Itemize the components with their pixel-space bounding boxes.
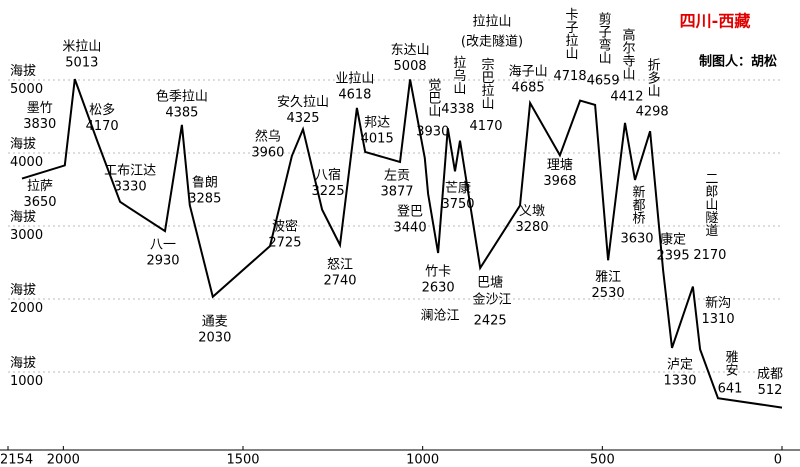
point-name: 通麦: [202, 314, 228, 329]
value-label: 2930: [146, 254, 179, 269]
value-label: 4618: [338, 87, 371, 102]
point-name: 安久拉山: [277, 95, 329, 110]
value-label: 4385: [165, 105, 198, 120]
value-label: 1310: [702, 312, 735, 327]
value-label: 4412: [610, 89, 643, 104]
value-label: 1330: [663, 373, 696, 388]
point-name: 八宿: [315, 167, 341, 183]
value-label: 3968: [543, 174, 576, 189]
point-name: 折多山: [645, 58, 661, 97]
point-name: 拉萨: [27, 179, 53, 194]
point-name: 工布江达: [104, 163, 156, 178]
point-name: 登巴: [397, 204, 423, 219]
value-label: 4170: [86, 119, 119, 134]
point-name: 成都: [757, 367, 783, 382]
value-label: 2170: [693, 248, 726, 263]
x-tick-label: 1500: [226, 453, 259, 467]
annotation: 澜沧江: [420, 308, 459, 324]
value-label: 641: [718, 382, 743, 397]
point-name: 宗巴拉山: [479, 57, 495, 110]
value-label: 3330: [114, 179, 147, 194]
value-label: 4718: [554, 69, 587, 84]
value-label: 3960: [251, 145, 284, 160]
point-name: 东达山: [391, 43, 430, 58]
point-name: 业拉山: [335, 71, 374, 86]
point-name: 雅江: [595, 270, 621, 285]
x-tick-label: 500: [590, 453, 615, 467]
y-tick-label: 海拔 2000: [10, 283, 43, 316]
point-name: 雅安: [723, 350, 739, 376]
point-name: 新都桥: [630, 184, 646, 225]
point-name: 卡子拉山: [563, 8, 579, 60]
value-label: 2030: [198, 330, 231, 345]
point-name: 然乌: [255, 128, 281, 144]
point-name: 理塘: [547, 157, 573, 173]
value-label: 4015: [361, 131, 394, 146]
value-label: 2740: [323, 273, 356, 288]
value-label: 4685: [512, 80, 545, 95]
value-label: 3830: [23, 117, 56, 132]
point-name: 墨竹: [27, 101, 53, 116]
value-label: 2395: [657, 249, 690, 264]
value-label: 3630: [620, 232, 653, 247]
value-label: 4659: [587, 73, 620, 88]
x-tick-label: 2154: [0, 453, 33, 467]
value-label: 3280: [516, 220, 549, 235]
value-label: 3285: [188, 192, 221, 207]
y-tick-label: 海拔 4000: [10, 137, 43, 170]
annotation: 拉拉山: [472, 15, 511, 30]
annotation: (改走隧道): [461, 34, 523, 50]
point-name: 海子山: [509, 64, 548, 79]
point-name: 巴塘: [477, 274, 503, 290]
value-label: 3930: [416, 125, 449, 140]
x-tick-label: 1000: [406, 453, 439, 467]
elevation-line: [21, 78, 783, 409]
value-label: 512: [758, 383, 783, 398]
chart-subtitle: 制图人：胡松: [699, 54, 777, 70]
point-name: 竹卡: [425, 265, 451, 280]
value-label: 3750: [441, 197, 474, 212]
point-name: 义墩: [519, 204, 545, 219]
point-name: 米拉山: [62, 40, 101, 55]
value-label: 2725: [268, 236, 301, 251]
point-name: 邦达: [364, 115, 390, 130]
x-tick-label: 0: [774, 453, 782, 467]
point-name: 觉巴山: [425, 78, 441, 117]
point-name: 泸定: [667, 357, 693, 372]
value-label: 2425: [474, 313, 507, 328]
annotation: 金沙江: [472, 292, 511, 308]
value-label: 3650: [23, 195, 56, 210]
x-tick-label: 2000: [47, 453, 80, 467]
point-name: 八一: [150, 238, 176, 253]
value-label: 3225: [312, 184, 345, 199]
point-name: 新沟: [705, 295, 731, 311]
y-tick-label: 海拔 5000: [10, 64, 43, 97]
point-name: 芒康: [445, 180, 471, 196]
point-name: 鲁朗: [192, 176, 218, 191]
value-label: 5008: [394, 59, 427, 74]
value-label: 4170: [469, 119, 502, 134]
value-label: 4338: [441, 102, 474, 117]
value-label: 4298: [636, 105, 669, 120]
value-label: 3877: [380, 184, 413, 199]
value-label: 4325: [286, 111, 319, 126]
point-name: 松多: [89, 102, 115, 118]
point-name: 拉乌山: [450, 55, 466, 94]
point-name: 波密: [272, 219, 298, 235]
value-label: 3440: [394, 220, 427, 235]
point-name: 二郎山隧道: [702, 172, 718, 237]
value-label: 5013: [65, 56, 98, 71]
y-tick-label: 海拔 1000: [10, 356, 43, 389]
point-name: 高尔寺山: [619, 27, 635, 80]
chart-title: 四川-西藏: [680, 12, 751, 31]
point-name: 怒江: [327, 257, 353, 272]
point-name: 康定: [660, 232, 686, 248]
point-name: 左贡: [384, 168, 410, 183]
point-name: 剪子弯山: [596, 11, 612, 64]
point-name: 色季拉山: [156, 88, 208, 104]
y-tick-label: 海拔 3000: [10, 210, 43, 243]
value-label: 2530: [592, 286, 625, 301]
value-label: 2630: [422, 281, 455, 296]
